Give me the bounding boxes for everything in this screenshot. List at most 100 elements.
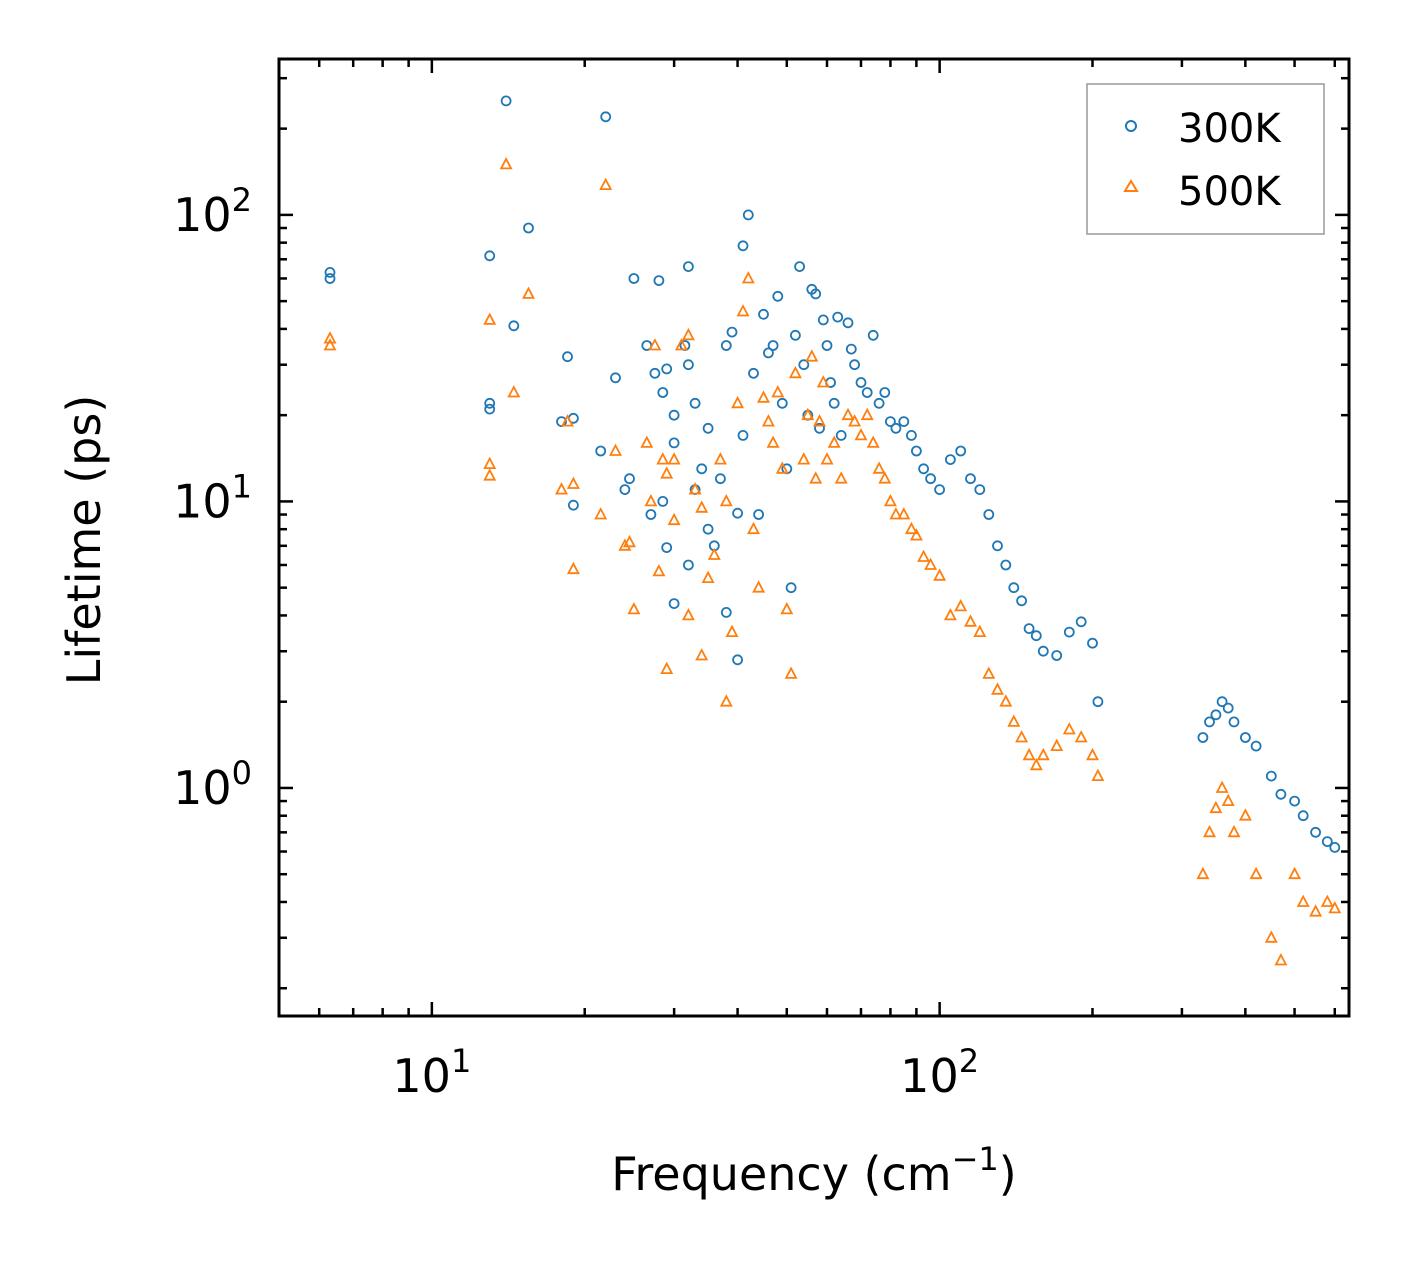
data-point-500k <box>1320 894 1334 907</box>
data-point-300k <box>845 343 857 355</box>
data-point-300k <box>661 363 673 375</box>
data-point-300k <box>1000 559 1012 571</box>
data-point-500k <box>499 156 513 170</box>
data-point-500k <box>566 476 580 489</box>
data-point-500k <box>780 601 794 615</box>
data-point-300k <box>828 397 840 409</box>
data-point-500k <box>866 435 880 448</box>
major-ticks <box>279 59 1349 1016</box>
y-tick-label: 102 <box>173 181 252 242</box>
data-point-300k <box>810 288 822 300</box>
data-point-500k <box>1022 747 1036 761</box>
data-point-500k <box>667 452 681 465</box>
data-point-300k <box>668 598 680 609</box>
data-point-300k <box>832 311 844 323</box>
data-point-300k <box>814 422 825 434</box>
data-point-300k <box>821 340 833 351</box>
data-point-300k <box>523 222 534 234</box>
data-point-500k <box>872 461 886 474</box>
data-point-500k <box>561 414 574 427</box>
data-point-300k <box>500 95 512 107</box>
data-point-500k <box>775 461 789 474</box>
data-point-300k <box>1075 616 1087 628</box>
data-point-500k <box>1203 824 1216 838</box>
data-point-300k <box>934 484 945 496</box>
data-point-500k <box>566 561 580 575</box>
data-point-500k <box>640 435 654 448</box>
data-point-500k <box>1221 793 1235 806</box>
data-point-500k <box>1264 930 1278 943</box>
data-point-300k <box>657 387 669 398</box>
data-point-300k <box>835 429 847 441</box>
data-point-300k <box>668 409 680 421</box>
data-point-300k <box>742 209 754 221</box>
series-300k-points <box>324 95 1341 853</box>
data-point-300k <box>1197 732 1209 743</box>
data-point-300k <box>890 422 902 434</box>
data-point-300k <box>1275 788 1287 800</box>
data-point-300k <box>1087 637 1098 649</box>
data-point-300k <box>1222 702 1234 714</box>
data-point-300k <box>1297 810 1309 822</box>
legend-marker-500k <box>1123 179 1139 192</box>
data-point-300k <box>867 329 879 341</box>
data-point-500k <box>904 521 918 535</box>
data-point-300k <box>925 473 936 485</box>
data-point-300k <box>683 359 694 371</box>
data-point-300k <box>1289 795 1300 807</box>
data-point-500k <box>323 331 337 344</box>
data-point-300k <box>696 463 708 475</box>
data-point-500k <box>813 414 826 427</box>
data-point-300k <box>508 320 520 332</box>
data-point-300k <box>763 347 774 359</box>
data-point-500k <box>1274 953 1288 966</box>
data-point-500k <box>667 512 681 526</box>
data-point-500k <box>1227 824 1241 838</box>
data-point-300k <box>668 437 680 449</box>
data-point-500k <box>707 547 721 560</box>
data-point-300k <box>767 340 779 351</box>
data-point-300k <box>683 261 694 273</box>
data-point-500k <box>483 468 497 481</box>
data-point-300k <box>732 507 743 519</box>
data-point-300k <box>906 429 917 441</box>
data-point-500k <box>752 580 766 593</box>
data-point-500k <box>766 435 780 448</box>
data-point-300k <box>732 654 743 666</box>
data-point-500k <box>1015 730 1029 743</box>
y-tick-label: 101 <box>173 467 252 528</box>
data-point-500k <box>943 607 957 621</box>
data-point-500k <box>747 521 760 535</box>
data-point-300k <box>737 429 749 441</box>
data-point-500k <box>1328 900 1342 914</box>
data-point-500k <box>771 385 785 398</box>
data-point-500k <box>897 507 911 520</box>
data-point-500k <box>555 482 568 495</box>
data-point-500k <box>599 177 613 191</box>
data-point-300k <box>965 473 976 485</box>
data-point-500k <box>964 614 977 627</box>
data-point-500k <box>656 452 670 465</box>
x-tick-label: 101 <box>392 1042 471 1103</box>
data-point-500k <box>660 661 674 674</box>
x-axis-label: Frequency (cm−1) <box>611 1140 1016 1201</box>
data-point-500k <box>788 365 802 379</box>
data-point-300k <box>1265 770 1277 782</box>
legend-label-300k: 300K <box>1178 106 1282 152</box>
data-point-500k <box>627 601 641 615</box>
data-point-500k <box>1086 747 1099 761</box>
data-point-500k <box>1007 714 1021 727</box>
data-point-500k <box>623 534 636 548</box>
data-point-300k <box>1051 650 1063 661</box>
data-point-300k <box>702 422 714 434</box>
data-point-500k <box>323 338 337 351</box>
data-point-500k <box>483 456 497 470</box>
data-point-300k <box>619 484 631 496</box>
data-point-300k <box>689 397 701 409</box>
data-point-300k <box>1321 836 1333 847</box>
data-point-300k <box>955 445 967 457</box>
data-point-500k <box>507 385 521 398</box>
data-point-300k <box>324 266 336 278</box>
data-point-300k <box>720 607 732 618</box>
